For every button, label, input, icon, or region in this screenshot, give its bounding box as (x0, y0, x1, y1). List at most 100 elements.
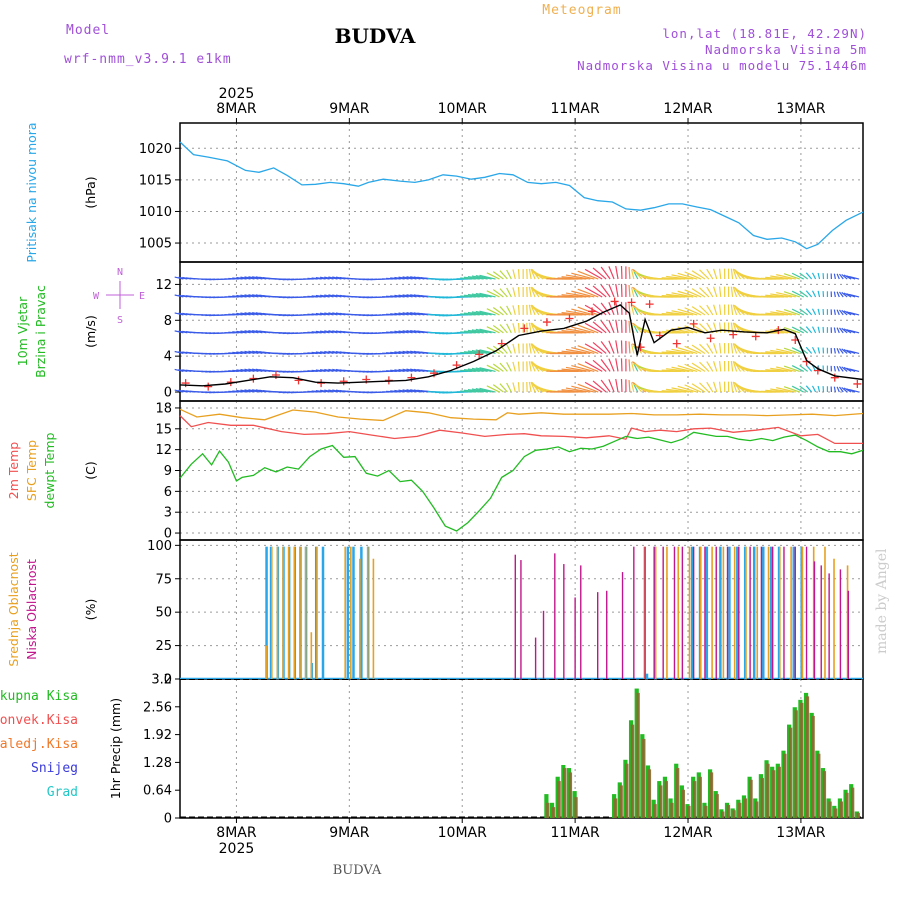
cloud-bar (688, 546, 691, 679)
cloud-bar (762, 546, 765, 679)
wind-arrow (615, 283, 619, 298)
precip-convective-bar (800, 702, 804, 818)
wind-arrow (841, 327, 848, 334)
wind-arrow (512, 323, 516, 333)
wind-arrow (571, 308, 595, 316)
wind-arrow (467, 311, 484, 316)
wind-arrow (849, 388, 860, 393)
wind-arrow (475, 328, 492, 334)
wind-arrow (718, 343, 722, 354)
y-tick-label: 1010 (139, 205, 172, 220)
wind-arrow (320, 369, 330, 372)
cloud-bar (344, 546, 346, 679)
wind-arrow (661, 390, 686, 393)
wind-gust-marker (751, 332, 760, 341)
wind-arrow (244, 350, 255, 355)
wind-arrow (805, 272, 813, 280)
wind-arrow (528, 361, 532, 372)
cloud-bar (813, 561, 816, 679)
wind-arrow (730, 343, 734, 354)
wind-arrow (666, 350, 690, 355)
y-tick-label: 25 (155, 639, 172, 654)
wind-arrow (467, 388, 484, 393)
wind-arrow (315, 294, 326, 298)
wind-arrow (628, 341, 631, 354)
wind-arrow (517, 269, 520, 280)
wind-arrow (390, 277, 401, 280)
wind-arrow (561, 389, 587, 393)
y-tick-label: 75 (155, 572, 172, 587)
wind-arrow (783, 273, 800, 280)
wind-arrow (577, 306, 599, 316)
wind-arrow (565, 310, 591, 316)
wind-arrow (799, 290, 809, 298)
wind-arrow (332, 368, 342, 372)
wind-arrow (791, 365, 805, 372)
cloud-bar (833, 558, 835, 679)
cloud-bar (352, 546, 355, 679)
wind-arrow (732, 381, 738, 393)
panel-label: 2m Temp (6, 442, 21, 499)
wind-arrow (849, 329, 860, 334)
wind-arrow (592, 285, 607, 298)
wind-arrow (471, 293, 488, 298)
wind-arrow (517, 361, 520, 372)
wind-arrow (765, 312, 788, 316)
precip-convective-bar (749, 779, 753, 818)
wind-arrow (332, 389, 342, 393)
temperature-series-line (179, 408, 864, 422)
wind-arrow (240, 312, 251, 316)
cloud-bar (677, 546, 680, 679)
wind-arrow (600, 284, 611, 298)
wind-arrow (684, 363, 702, 372)
wind-arrow (479, 274, 496, 280)
panel-clouds: 0 25 50 75 100 Visoka Oblacnost Srednja Oblacn… (0, 539, 864, 688)
model-elevation: Nadmorska Visina u modelu 75.1446m (577, 58, 867, 73)
wind-arrow (174, 330, 184, 334)
cloud-bar (645, 673, 649, 679)
wind-gust-marker (706, 334, 715, 343)
wind-arrow (732, 343, 738, 354)
cloud-bar (692, 546, 695, 679)
location-title: BUDVA (335, 24, 416, 48)
wind-arrow (849, 311, 860, 316)
wind-arrow (836, 291, 840, 298)
wind-arrow (492, 289, 504, 298)
cloud-bar (563, 564, 565, 679)
wind-arrow (783, 291, 800, 298)
precip-convective-bar (817, 753, 821, 818)
cloud-bar (839, 569, 842, 679)
y-tick-label: 3 (164, 506, 172, 521)
wind-arrow (561, 312, 587, 316)
wind-arrow (530, 286, 536, 298)
wind-arrow (240, 389, 251, 393)
wind-arrow (783, 365, 800, 372)
wind-arrow (174, 389, 184, 393)
wind-arrow (394, 369, 405, 372)
wind-arrow (699, 305, 710, 316)
wind-arrow (410, 312, 421, 316)
wind-arrow (633, 288, 639, 298)
wind-arrow (410, 389, 421, 393)
cloud-bar (719, 546, 722, 679)
wind-arrow (811, 326, 817, 334)
wind-arrow (776, 309, 796, 316)
y-tick-label: 4 (164, 350, 172, 365)
cloud-bar (756, 546, 759, 679)
wind-arrow (324, 294, 334, 298)
wind-arrow (236, 369, 247, 372)
wind-arrow (174, 368, 184, 372)
y-tick-label: 1005 (139, 237, 172, 252)
date-label-bottom: 8MAR (216, 825, 257, 841)
wind-arrow (833, 327, 836, 333)
wind-arrow (486, 308, 500, 316)
wind-arrow (517, 382, 520, 393)
time-axis-top: 8MAR 9MAR 10MAR 11MAR 12MAR 13MAR 2025 (216, 86, 826, 123)
wind-arrow (315, 276, 326, 280)
wind-arrow (406, 276, 417, 280)
cloud-bar (346, 546, 350, 679)
wind-arrow (320, 351, 330, 355)
wind-arrow (517, 305, 520, 315)
precip-convective-bar (828, 801, 832, 818)
